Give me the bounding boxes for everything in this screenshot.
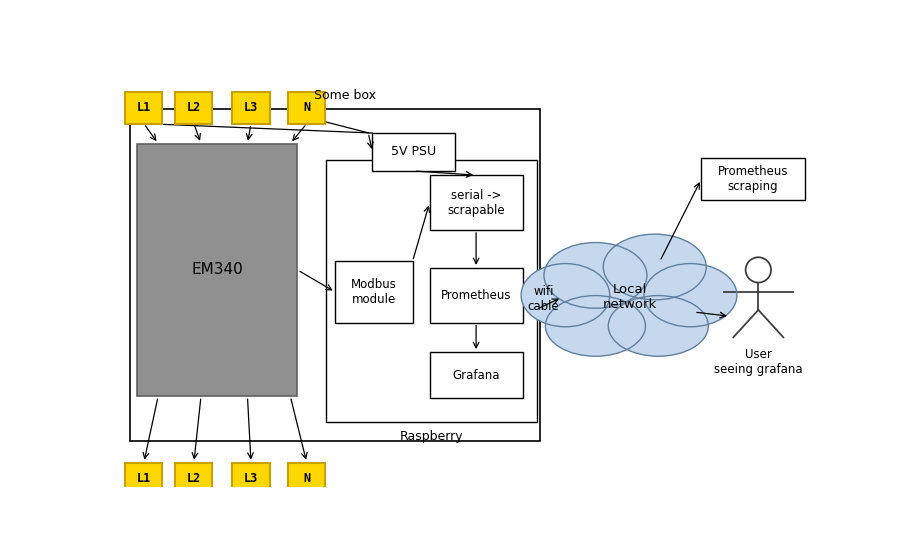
- FancyBboxPatch shape: [129, 109, 540, 441]
- Ellipse shape: [609, 295, 708, 356]
- Text: L2: L2: [187, 472, 201, 485]
- Text: Raspberry: Raspberry: [399, 430, 463, 443]
- FancyBboxPatch shape: [175, 463, 212, 494]
- FancyBboxPatch shape: [136, 143, 298, 396]
- FancyBboxPatch shape: [336, 261, 412, 323]
- Text: User
seeing grafana: User seeing grafana: [714, 348, 803, 376]
- Text: N: N: [303, 101, 311, 114]
- Ellipse shape: [544, 242, 647, 309]
- Text: Local
network: Local network: [603, 283, 656, 311]
- FancyBboxPatch shape: [326, 160, 537, 422]
- FancyBboxPatch shape: [175, 92, 212, 124]
- FancyBboxPatch shape: [289, 92, 325, 124]
- FancyBboxPatch shape: [125, 92, 162, 124]
- Text: serial ->
scrapable: serial -> scrapable: [447, 189, 505, 217]
- Text: Prometheus
scraping: Prometheus scraping: [717, 165, 788, 193]
- Ellipse shape: [521, 264, 609, 327]
- FancyBboxPatch shape: [430, 268, 523, 323]
- FancyBboxPatch shape: [701, 158, 805, 200]
- Ellipse shape: [546, 295, 645, 356]
- FancyBboxPatch shape: [430, 352, 523, 398]
- FancyBboxPatch shape: [289, 463, 325, 494]
- Text: L3: L3: [244, 472, 258, 485]
- Text: EM340: EM340: [191, 263, 243, 277]
- Ellipse shape: [644, 264, 737, 327]
- Text: Prometheus: Prometheus: [441, 289, 512, 302]
- Ellipse shape: [603, 234, 706, 300]
- FancyBboxPatch shape: [430, 175, 523, 230]
- Text: L2: L2: [187, 101, 201, 114]
- FancyBboxPatch shape: [372, 133, 455, 171]
- Text: Some box: Some box: [314, 89, 376, 102]
- Text: L1: L1: [136, 101, 151, 114]
- Text: L1: L1: [136, 472, 151, 485]
- FancyBboxPatch shape: [125, 463, 162, 494]
- Text: Grafana: Grafana: [453, 369, 500, 382]
- Text: L3: L3: [244, 101, 258, 114]
- Text: wifi
cable: wifi cable: [527, 285, 560, 313]
- FancyBboxPatch shape: [232, 463, 269, 494]
- Text: N: N: [303, 472, 311, 485]
- FancyBboxPatch shape: [232, 92, 269, 124]
- Text: Modbus
module: Modbus module: [351, 278, 396, 306]
- Text: 5V PSU: 5V PSU: [391, 146, 436, 159]
- Ellipse shape: [573, 266, 687, 329]
